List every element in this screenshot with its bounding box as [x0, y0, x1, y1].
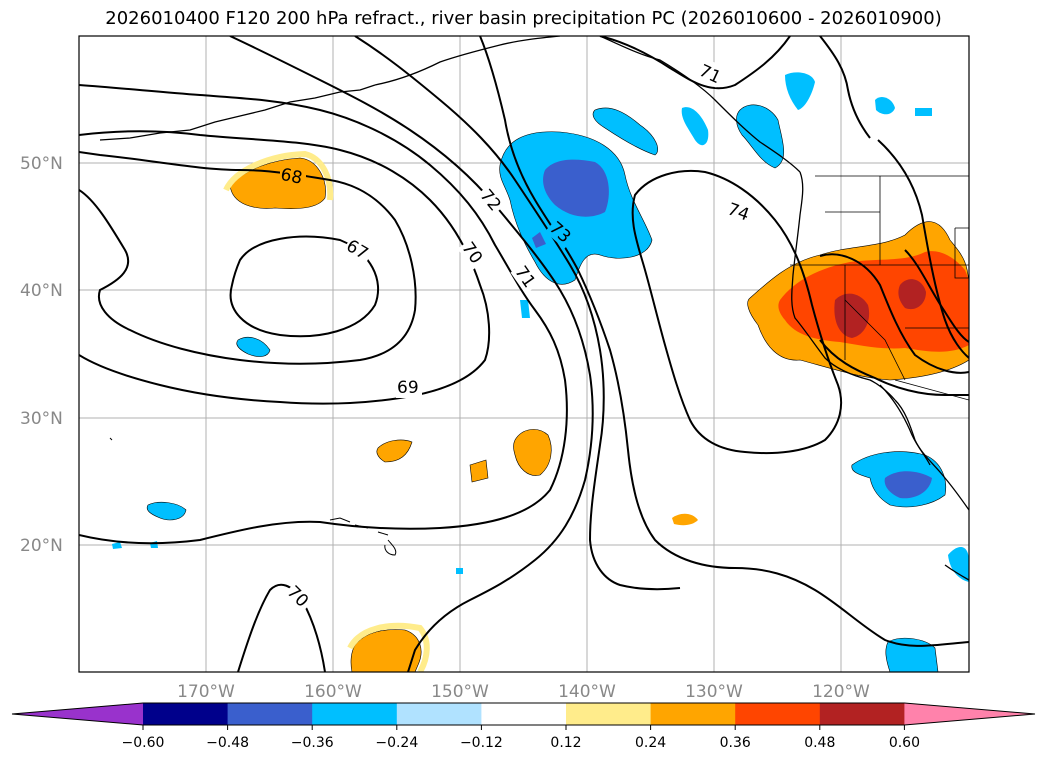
contour-72: [354, 36, 681, 591]
longitude-labels: 170°W 160°W 150°W 140°W 130°W 120°W: [177, 682, 870, 702]
contour-label: 68: [279, 165, 304, 189]
colorbar-labels: −0.60 −0.48 −0.36 −0.24 −0.12 0.12 0.24 0.36 0.4…: [122, 725, 920, 751]
colorbar-bin: [481, 703, 567, 725]
colorbar-extend-min: [12, 703, 143, 725]
contour-71-east: [599, 36, 791, 90]
colorbar-bin: [396, 703, 482, 725]
anomaly-positive-west-us-strong: [778, 251, 969, 352]
colorbar-bin: [312, 703, 398, 725]
anomaly-negative-baja-core: [884, 471, 932, 499]
colorbar-tick-label: 0.48: [804, 735, 835, 751]
contour-label: 69: [397, 378, 419, 398]
refractivity-contours: [79, 36, 969, 672]
lon-label: 120°W: [812, 682, 870, 702]
political-borders: [790, 175, 969, 401]
lat-label: 40°N: [20, 281, 63, 301]
lat-label: 20°N: [20, 536, 63, 556]
anomaly-positive-hawaii-south: [350, 629, 422, 672]
coastlines: [99, 36, 969, 581]
contour-68: [79, 151, 417, 365]
colorbar: [11, 702, 1036, 726]
contour-74: [631, 169, 843, 455]
colorbar-tick-label: 0.12: [550, 735, 581, 751]
anomaly-positive-idaho-peak: [898, 279, 926, 310]
map-frame: [78, 35, 970, 673]
colorbar-extend-max: [904, 703, 1035, 725]
lon-label: 170°W: [177, 682, 235, 702]
colorbar-bin: [566, 703, 652, 725]
colorbar-bin: [819, 703, 905, 725]
contour-67: [229, 235, 380, 338]
colorbar-tick-label: −0.60: [122, 735, 165, 751]
colorbar-bin: [227, 703, 313, 725]
colorbar-tick-label: −0.24: [375, 735, 418, 751]
lon-label: 150°W: [431, 682, 489, 702]
colorbar-tick-label: 0.24: [635, 735, 666, 751]
anomaly-negative-gulf-alaska-core: [543, 159, 609, 217]
colorbar-bin: [735, 703, 821, 725]
anomaly-negative-bc-coast: [736, 104, 784, 169]
contour-69: [79, 130, 491, 405]
lat-label: 30°N: [20, 409, 63, 429]
lon-label: 140°W: [558, 682, 616, 702]
contour-71: [229, 36, 594, 672]
map-title: 2026010400 F120 200 hPa refract., river …: [105, 8, 942, 29]
colorbar-tick-label: −0.36: [291, 735, 334, 751]
lon-label: 160°W: [304, 682, 362, 702]
colorbar-bin: [143, 703, 229, 725]
contour-70-south: [237, 583, 326, 672]
colorbar-tick-label: −0.12: [460, 735, 503, 751]
lon-label: 130°W: [685, 682, 743, 702]
lat-label: 50°N: [20, 154, 63, 174]
anomaly-negative-central-pacific: [236, 337, 271, 357]
contour-70-north: [79, 84, 568, 545]
colorbar-bin: [650, 703, 736, 725]
anomaly-positive-west-us-peak: [834, 293, 870, 338]
colorbar-tick-label: −0.48: [206, 735, 249, 751]
latitude-labels: 50°N 40°N 30°N 20°N: [20, 154, 63, 556]
colorbar-tick-label: 0.60: [889, 735, 920, 751]
colorbar-tick-label: 0.36: [720, 735, 751, 751]
contour-73: [479, 36, 969, 647]
anomaly-positive-subtropics: [513, 429, 552, 476]
